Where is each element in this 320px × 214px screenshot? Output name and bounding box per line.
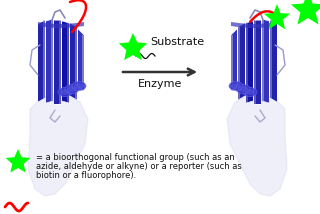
Polygon shape (59, 20, 61, 104)
Polygon shape (67, 23, 69, 103)
Ellipse shape (72, 82, 86, 91)
Polygon shape (262, 19, 264, 101)
Polygon shape (82, 35, 84, 91)
Polygon shape (54, 20, 61, 104)
Polygon shape (246, 21, 253, 103)
Polygon shape (291, 0, 320, 25)
Ellipse shape (236, 85, 250, 94)
Ellipse shape (229, 82, 243, 91)
Ellipse shape (243, 88, 257, 97)
Ellipse shape (67, 86, 77, 92)
Polygon shape (75, 27, 77, 100)
Ellipse shape (74, 83, 84, 89)
Polygon shape (38, 20, 45, 102)
Polygon shape (62, 21, 69, 103)
Text: Enzyme: Enzyme (138, 79, 182, 89)
Polygon shape (28, 94, 88, 196)
Polygon shape (70, 23, 77, 100)
Text: biotin or a fluorophore).: biotin or a fluorophore). (36, 171, 136, 180)
Polygon shape (119, 33, 147, 60)
Polygon shape (227, 94, 287, 196)
Polygon shape (38, 22, 84, 28)
Polygon shape (254, 20, 256, 104)
Polygon shape (238, 27, 240, 100)
Polygon shape (6, 149, 30, 172)
Polygon shape (43, 20, 45, 98)
Ellipse shape (65, 85, 79, 94)
Ellipse shape (238, 86, 248, 92)
Polygon shape (270, 20, 277, 102)
Polygon shape (262, 19, 269, 103)
Polygon shape (51, 19, 53, 101)
Polygon shape (246, 23, 248, 103)
Polygon shape (238, 23, 245, 100)
Polygon shape (231, 22, 277, 28)
Polygon shape (78, 29, 84, 91)
Ellipse shape (245, 89, 255, 95)
Polygon shape (231, 29, 237, 91)
Polygon shape (270, 20, 272, 98)
Text: azide, aldehyde or alkyne) or a reporter (such as: azide, aldehyde or alkyne) or a reporter… (36, 162, 242, 171)
Ellipse shape (231, 83, 241, 89)
Polygon shape (46, 19, 53, 103)
Polygon shape (254, 20, 261, 104)
Polygon shape (231, 35, 233, 91)
Polygon shape (264, 4, 290, 29)
Ellipse shape (60, 89, 70, 95)
Text: Substrate: Substrate (150, 37, 204, 47)
Text: = a bioorthogonal functional group (such as an: = a bioorthogonal functional group (such… (36, 153, 235, 162)
Ellipse shape (58, 88, 72, 97)
